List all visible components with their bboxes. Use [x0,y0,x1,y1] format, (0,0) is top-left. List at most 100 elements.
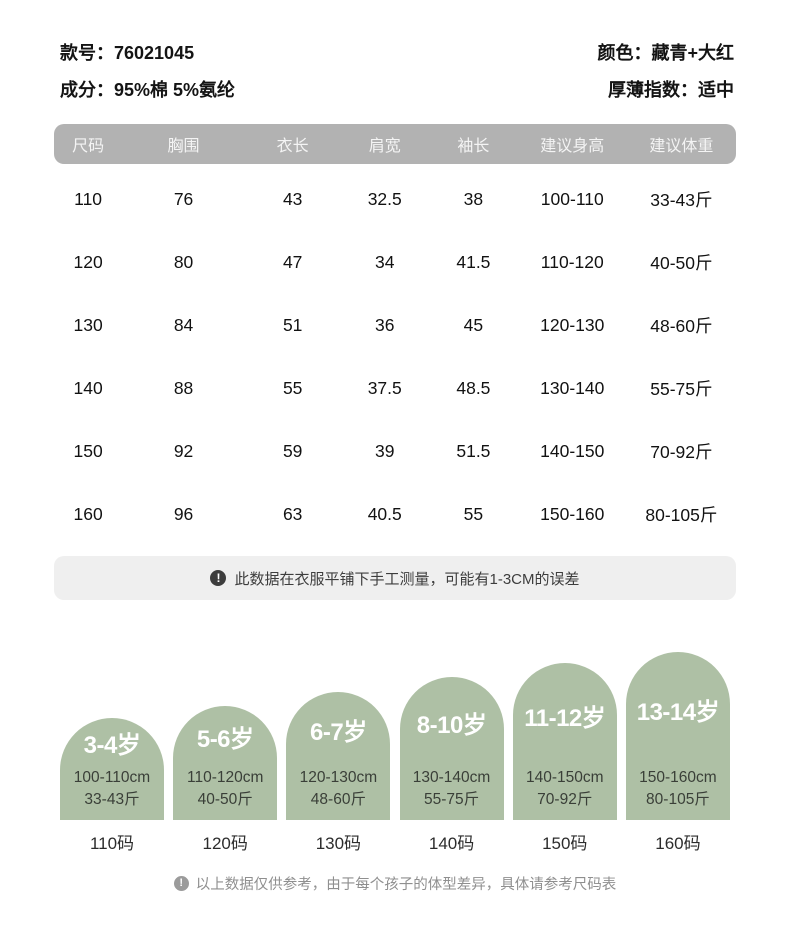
cell: 110-120 [540,252,604,272]
table-row-120: 120 80 47 34 41.5 110-120 40-50斤 [54,231,736,294]
size-code-140: 140码 [428,834,475,853]
product-info-header: 款号：76021045 成分：95%棉 5%氨纶 颜色：藏青+大红 厚薄指数：适… [60,42,734,101]
height-range: 110-120cm [186,769,264,786]
size-table-body: 110 76 43 32.5 38 100-110 33-43斤 120 80 … [54,168,736,546]
thickness-line: 厚薄指数：适中 [597,79,734,101]
cell: 150-160 [540,504,605,524]
cell: 160 [73,504,103,524]
cell: 36 [375,315,395,335]
header-cell-shoulder: 肩宽 [368,138,401,155]
cell: 70-92斤 [650,442,713,462]
cell: 130 [73,315,103,335]
age-size-chart: 3-4岁 100-110cm 33-43斤 5-6岁 110-120cm 40-… [60,652,730,820]
age-range-label: 6-7岁 [310,719,367,746]
size-code-130: 130码 [315,834,362,853]
header-cell-size: 尺码 [72,138,105,155]
age-range-label: 8-10岁 [416,711,487,739]
size-code-120: 120码 [202,834,248,853]
color-line: 颜色：藏青+大红 [597,42,734,64]
cell: 140 [73,378,103,398]
cell: 41.5 [456,252,491,272]
cell: 80 [173,252,194,272]
cell: 55 [282,378,303,398]
style-number-label: 款号： [60,43,114,63]
measurement-note-text: 此数据在衣服平铺下手工测量，可能有1-3CM的误差 [234,570,580,588]
height-range: 120-130cm [299,769,378,786]
cell: 100-110 [540,189,604,209]
height-range: 130-140cm [412,769,491,786]
cell: 92 [173,441,194,461]
height-weight-info: 140-150cm 70-92斤 [513,767,617,820]
height-weight-info: 130-140cm 55-75斤 [400,767,504,820]
header-cell-chest: 胸围 [167,138,200,155]
size-code-160: 160码 [655,834,701,853]
height-weight-info: 150-160cm 80-105斤 [626,767,730,820]
style-number-line: 款号：76021045 [60,42,235,64]
cell: 110 [74,189,103,209]
height-range: 140-150cm [525,769,604,786]
cell: 51.5 [456,441,491,461]
size-table-header: 尺码 胸围 衣长 肩宽 袖长 建议身高 建议体重 [54,124,736,164]
weight-range: 55-75斤 [423,791,480,808]
cell: 39 [375,441,395,461]
table-row-140: 140 88 55 37.5 48.5 130-140 55-75斤 [54,357,736,420]
height-weight-info: 110-120cm 40-50斤 [173,767,277,820]
product-info-left: 款号：76021045 成分：95%棉 5%氨纶 [60,42,235,101]
info-icon: ! [173,875,189,891]
cell: 120-130 [540,315,605,335]
cell: 40.5 [367,504,402,524]
cell: 38 [463,189,484,209]
age-arch-120: 5-6岁 110-120cm 40-50斤 [173,706,278,820]
composition-line: 成分：95%棉 5%氨纶 [60,79,235,101]
reference-footnote-text: 以上数据仅供参考，由于每个孩子的体型差异，具体请参考尺码表 [195,876,617,893]
cell: 84 [173,315,194,335]
cell: 59 [282,441,303,461]
size-code-row: 110码 120码 130码 140码 150码 160码 [60,829,730,854]
cell: 150 [73,441,103,461]
cell: 34 [375,252,395,272]
cell: 76 [173,189,194,209]
weight-range: 70-92斤 [537,791,593,808]
weight-range: 33-43斤 [84,791,140,808]
weight-range: 40-50斤 [197,791,253,808]
age-arch-130: 6-7岁 120-130cm 48-60斤 [286,692,391,820]
composition-label: 成分： [60,80,114,100]
height-weight-info: 120-130cm 48-60斤 [286,767,390,820]
header-cell-length: 衣长 [276,138,309,155]
thickness-value: 适中 [698,80,734,100]
height-range: 100-110cm [73,769,151,786]
cell: 32.5 [367,189,402,209]
cell: 130-140 [540,378,605,398]
cell: 55 [463,504,484,524]
reference-footnote: ! 以上数据仅供参考，由于每个孩子的体型差异，具体请参考尺码表 [0,872,790,894]
style-number-value: 76021045 [114,43,195,63]
age-arch-150: 11-12岁 140-150cm 70-92斤 [512,663,617,820]
table-row-110: 110 76 43 32.5 38 100-110 33-43斤 [54,168,736,231]
cell: 88 [173,378,194,398]
age-range-label: 5-6岁 [196,726,254,753]
measurement-note-bar: ! 此数据在衣服平铺下手工测量，可能有1-3CM的误差 [54,556,736,600]
table-row-160: 160 96 63 40.5 55 150-160 80-105斤 [54,483,736,546]
header-cell-height: 建议身高 [540,138,605,155]
cell: 37.5 [367,378,402,398]
age-range-label: 11-12岁 [524,704,606,732]
age-range-label: 3-4岁 [83,732,141,759]
thickness-label: 厚薄指数： [608,80,698,100]
cell: 120 [73,252,103,272]
cell: 96 [173,504,194,524]
age-arch-110: 3-4岁 100-110cm 33-43斤 [60,718,164,820]
height-range: 150-160cm [639,769,717,786]
cell: 33-43斤 [650,190,713,210]
cell: 140-150 [540,441,605,461]
cell: 51 [282,315,303,335]
size-table: 尺码 胸围 衣长 肩宽 袖长 建议身高 建议体重 110 76 43 32.5 … [54,124,736,546]
height-weight-info: 100-110cm 33-43斤 [60,767,164,820]
weight-range: 80-105斤 [646,791,710,808]
product-info-right: 颜色：藏青+大红 厚薄指数：适中 [597,42,734,101]
warning-icon: ! [210,570,227,586]
header-cell-sleeve: 袖长 [457,138,490,155]
cell: 47 [282,252,303,272]
age-arch-160: 13-14岁 150-160cm 80-105斤 [625,652,730,820]
color-label: 颜色： [597,43,652,63]
